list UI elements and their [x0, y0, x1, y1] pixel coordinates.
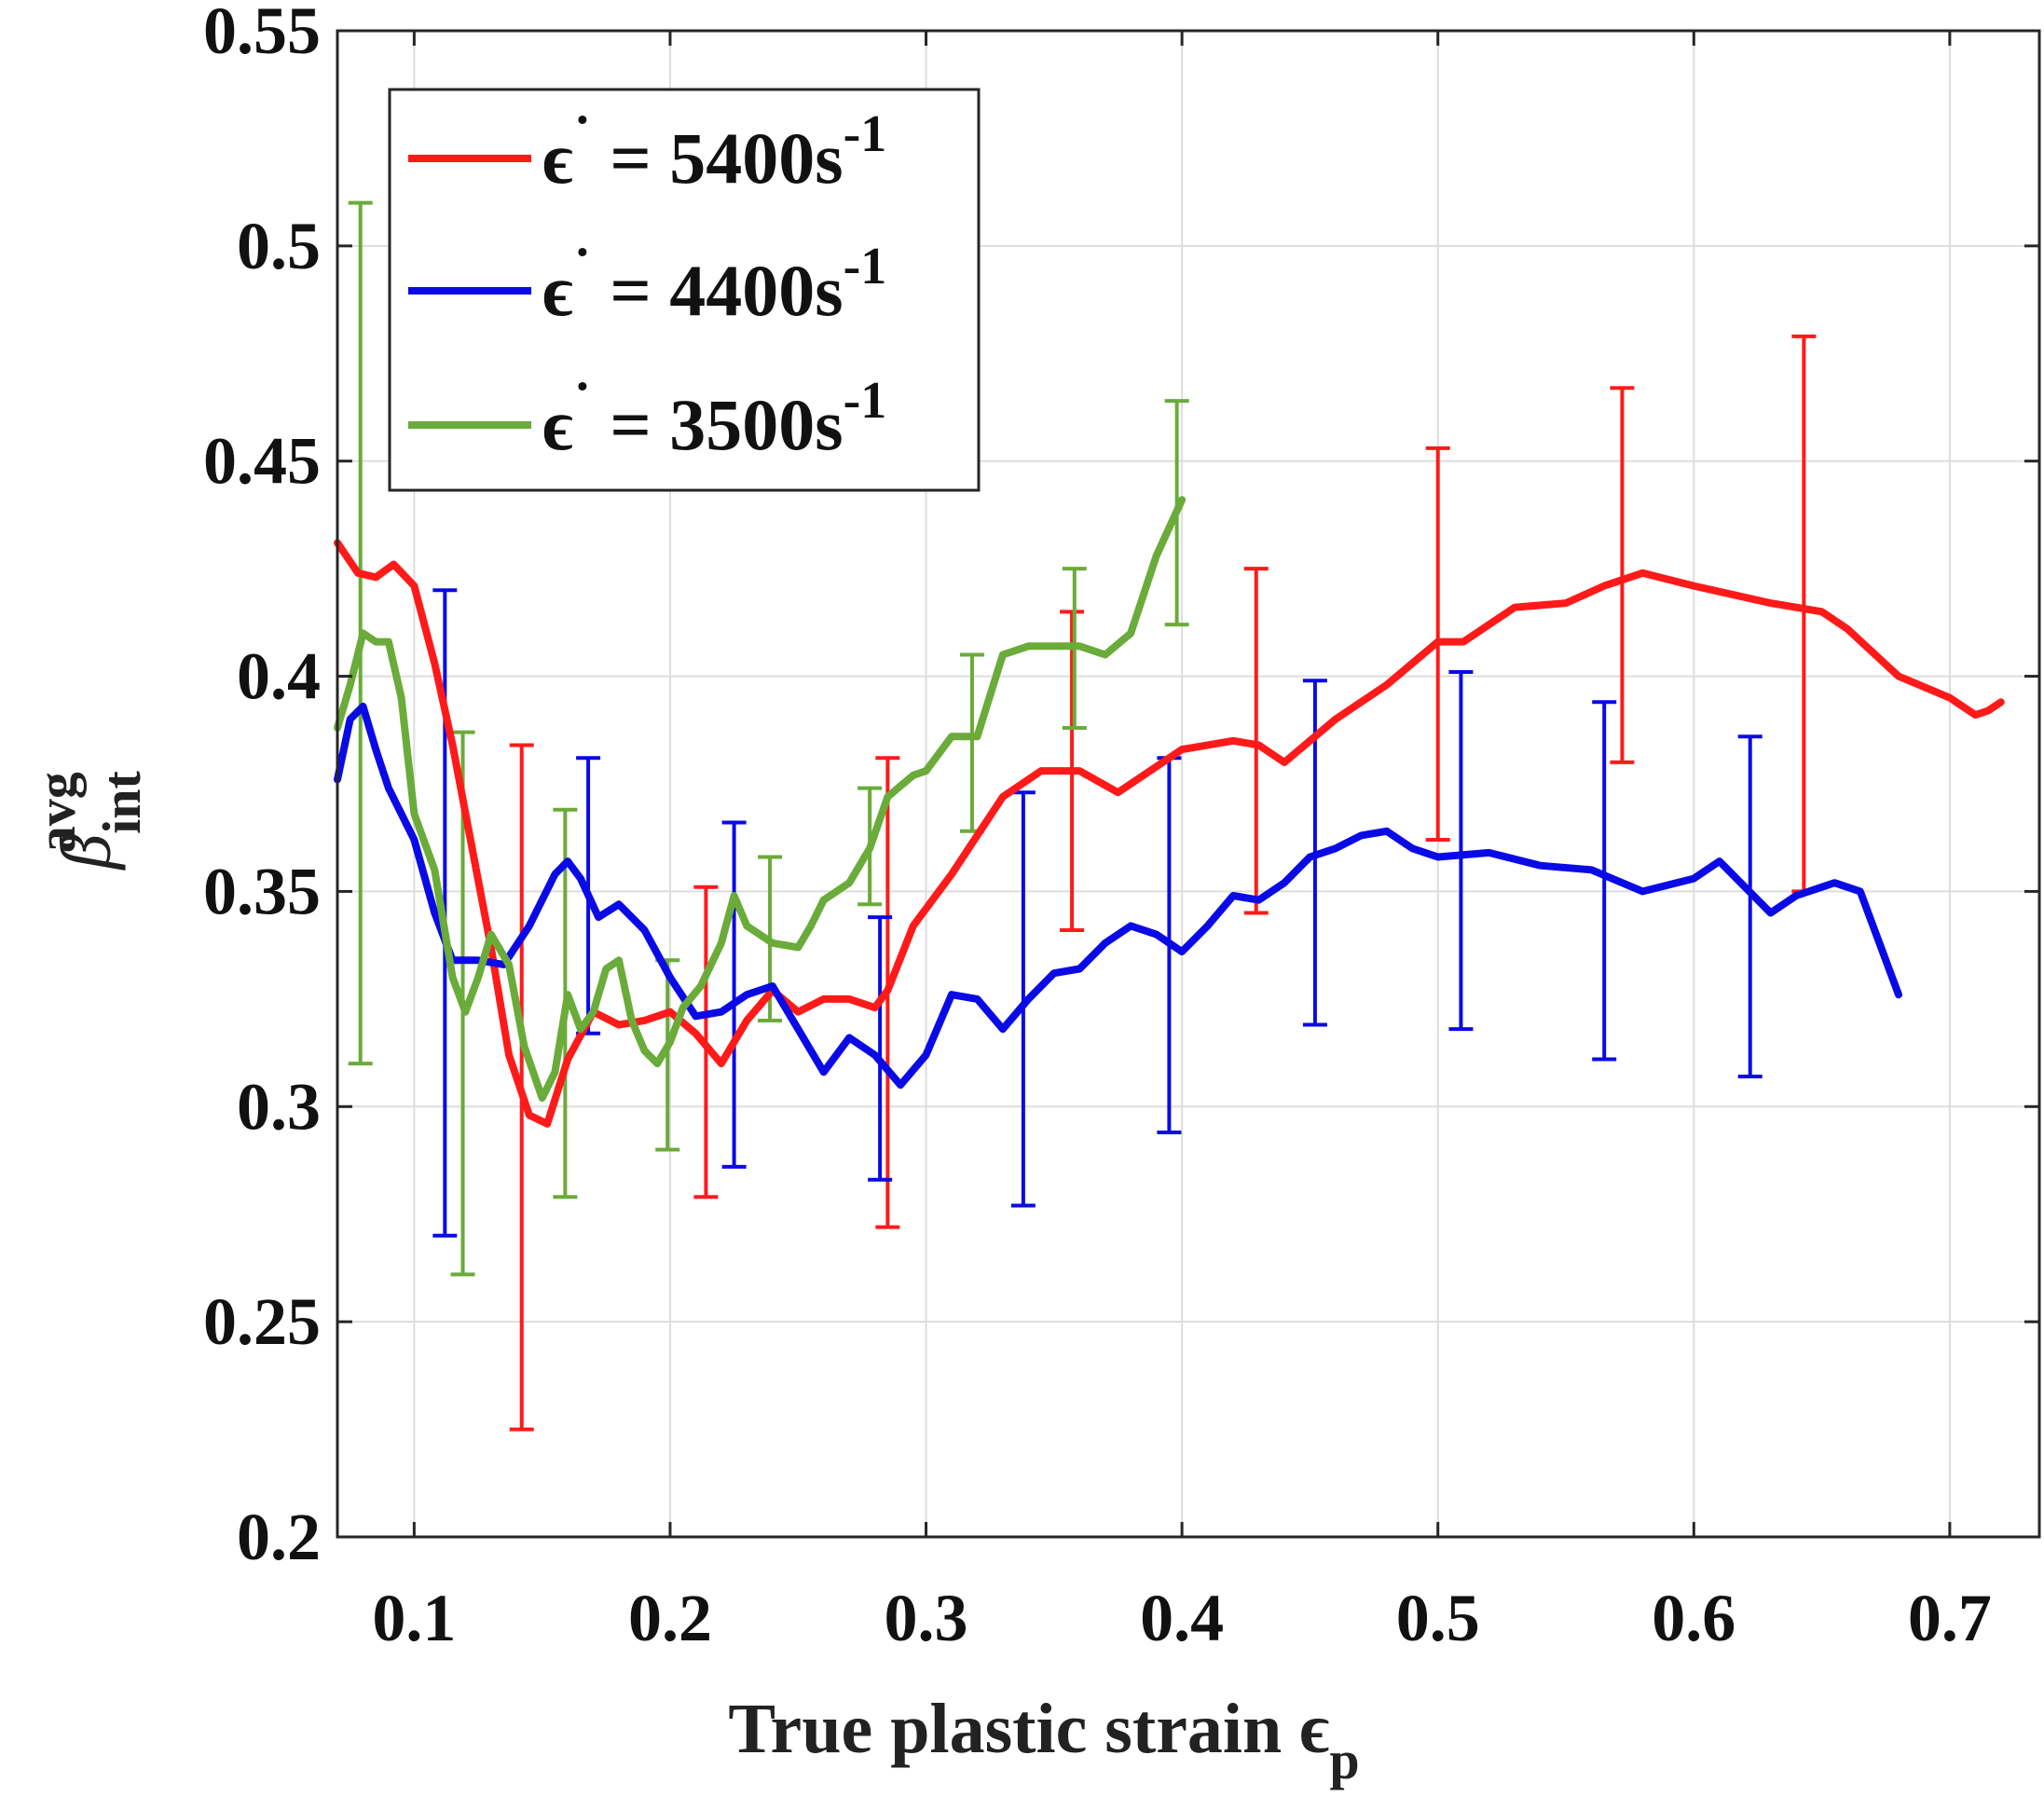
y-axis-label: βintavg [26, 771, 152, 871]
y-tick-label: 0.35 [203, 854, 321, 928]
y-tick-label: 0.2 [237, 1500, 321, 1574]
y-tick-label: 0.45 [203, 424, 321, 499]
legend: ϵ˙ = 5400s-1 ϵ˙ = 4400s-1 ϵ˙ = 3500s-1 [388, 88, 981, 492]
y-axis-ticks: 0.2 0.25 0.3 0.35 0.4 0.45 0.5 0.55 [203, 0, 2039, 1574]
y-tick-label: 0.55 [203, 0, 321, 68]
x-tick-label: 0.1 [372, 1581, 456, 1655]
series-lines [334, 496, 2005, 1128]
legend-label: ϵ˙ = 5400s-1 [542, 105, 886, 199]
x-axis-ticks: 0.1 0.2 0.3 0.4 0.5 0.6 0.7 [372, 31, 1992, 1655]
y-tick-label: 0.3 [237, 1069, 321, 1144]
x-tick-label: 0.2 [628, 1581, 712, 1655]
y-tick-label: 0.5 [237, 209, 321, 283]
y-tick-label: 0.25 [203, 1284, 321, 1359]
series-line-0 [334, 539, 2005, 1128]
plot-frame [336, 29, 2041, 1539]
x-tick-label: 0.3 [885, 1581, 968, 1655]
x-axis-label: True plastic strain ϵp [728, 1690, 1359, 1790]
x-tick-label: 0.7 [1908, 1581, 1992, 1655]
series-line-2 [334, 496, 1187, 1103]
legend-label: ϵ˙ = 3500s-1 [542, 372, 886, 465]
x-tick-label: 0.5 [1396, 1581, 1480, 1655]
x-tick-label: 0.4 [1140, 1581, 1224, 1655]
series-line-1 [334, 702, 1902, 1090]
legend-label: ϵ˙ = 4400s-1 [542, 238, 886, 331]
x-tick-label: 0.6 [1652, 1581, 1735, 1655]
y-tick-label: 0.4 [237, 639, 321, 714]
